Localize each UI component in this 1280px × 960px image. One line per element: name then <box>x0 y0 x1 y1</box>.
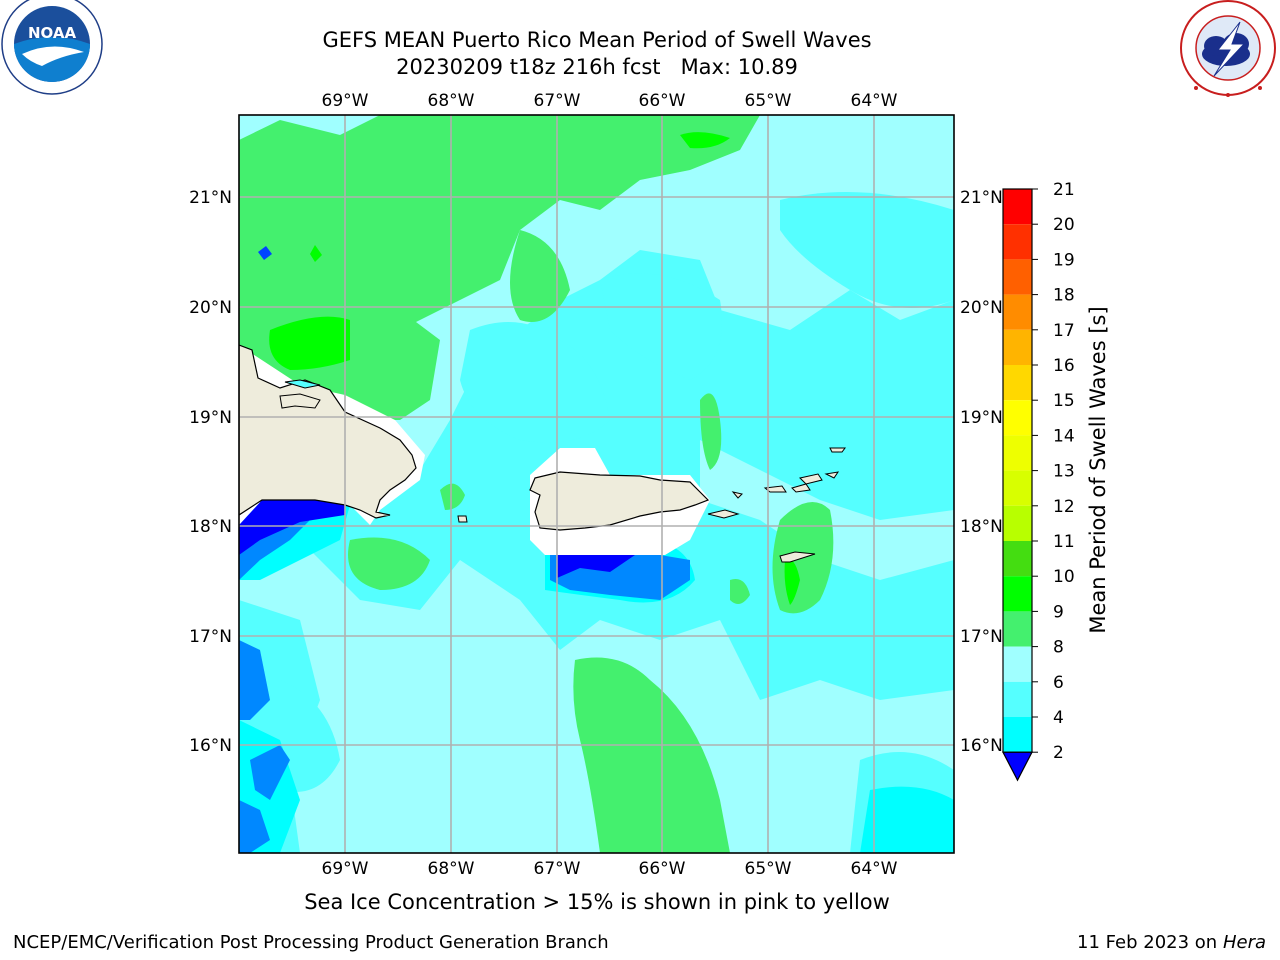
colorbar-segment <box>1003 294 1032 330</box>
lon-tick-top: 65°W <box>745 91 792 111</box>
lat-tick-right: 20°N <box>960 298 1003 318</box>
colorbar-tick-label: 19 <box>1053 250 1075 270</box>
colorbar-tick-label: 9 <box>1053 602 1064 622</box>
colorbar-segment <box>1003 259 1032 295</box>
colorbar-segment <box>1003 576 1032 612</box>
lon-tick-top: 68°W <box>428 91 475 111</box>
chart-subtitle: 20230209 t18z 216h fcst Max: 10.89 <box>396 55 798 79</box>
colorbar-label: Mean Period of Swell Waves [s] <box>1086 306 1110 634</box>
lon-tick-top: 64°W <box>851 91 898 111</box>
colorbar-tick-label: 16 <box>1053 356 1075 376</box>
noaa-logo: NOAA <box>1 0 103 95</box>
colorbar-segment <box>1003 646 1032 682</box>
colorbar-tick-label: 21 <box>1053 180 1075 200</box>
lat-tick-right: 19°N <box>960 408 1003 428</box>
chart-title: GEFS MEAN Puerto Rico Mean Period of Swe… <box>322 28 872 52</box>
colorbar-tick-label: 8 <box>1053 638 1064 658</box>
lat-tick-right: 16°N <box>960 736 1003 756</box>
colorbar-segment <box>1003 189 1032 225</box>
colorbar-tick-label: 12 <box>1053 497 1075 517</box>
colorbar-segment <box>1003 224 1032 260</box>
graticule <box>239 115 954 853</box>
colorbar-tick-label: 4 <box>1053 708 1064 728</box>
lat-tick-left: 18°N <box>189 517 232 537</box>
colorbar-tick-label: 17 <box>1053 321 1075 341</box>
colorbar-segment <box>1003 329 1032 365</box>
colorbar-tick-label: 14 <box>1053 426 1075 446</box>
swell-period-field <box>239 115 954 853</box>
colorbar-segment <box>1003 435 1032 471</box>
lat-tick-left: 21°N <box>189 188 232 208</box>
lon-tick-bottom: 64°W <box>851 859 898 879</box>
colorbar-tick-label: 15 <box>1053 391 1075 411</box>
colorbar-segment <box>1003 505 1032 541</box>
lon-tick-top: 69°W <box>322 91 369 111</box>
lon-tick-bottom: 66°W <box>639 859 686 879</box>
colorbar-segment <box>1003 365 1032 401</box>
footer-host: Hera <box>1222 932 1266 953</box>
colorbar: 21 20 19 18 17 16 15 14 13 12 11 10 9 8 6 4 2 <box>1002 180 1075 782</box>
lat-tick-left: 16°N <box>189 736 232 756</box>
nws-logo <box>1180 0 1276 97</box>
colorbar-segment <box>1003 470 1032 506</box>
footer-credit: NCEP/EMC/Verification Post Processing Pr… <box>13 932 609 953</box>
colorbar-tick-label: 6 <box>1053 673 1064 693</box>
lon-tick-bottom: 65°W <box>745 859 792 879</box>
lon-tick-bottom: 68°W <box>428 859 475 879</box>
noaa-logo-text: NOAA <box>28 24 77 42</box>
colorbar-tick-label: 11 <box>1053 532 1075 552</box>
colorbar-segment <box>1003 611 1032 647</box>
colorbar-segment <box>1003 400 1032 436</box>
colorbar-segment <box>1003 717 1032 753</box>
footer-date: 11 Feb 2023 on Hera <box>1077 932 1266 953</box>
lon-tick-bottom: 69°W <box>322 859 369 879</box>
lat-tick-left: 17°N <box>189 627 232 647</box>
colorbar-extend-arrow <box>1002 751 1033 782</box>
colorbar-tick-label: 2 <box>1053 743 1064 763</box>
colorbar-tick-label: 13 <box>1053 462 1075 482</box>
lat-tick-right: 18°N <box>960 517 1003 537</box>
lat-tick-right: 17°N <box>960 627 1003 647</box>
lat-tick-left: 20°N <box>189 298 232 318</box>
colorbar-tick-label: 10 <box>1053 567 1075 587</box>
lon-tick-top: 67°W <box>534 91 581 111</box>
lon-tick-top: 66°W <box>639 91 686 111</box>
colorbar-tick-label: 20 <box>1053 215 1075 235</box>
lat-tick-right: 21°N <box>960 188 1003 208</box>
footer-date-text: 11 Feb 2023 on <box>1077 932 1218 953</box>
sea-ice-note: Sea Ice Concentration > 15% is shown in … <box>304 890 890 914</box>
lat-tick-left: 19°N <box>189 408 232 428</box>
colorbar-segment <box>1003 541 1032 577</box>
colorbar-tick-label: 18 <box>1053 286 1075 306</box>
lon-tick-bottom: 67°W <box>534 859 581 879</box>
map-frame <box>238 114 955 854</box>
colorbar-segment <box>1003 681 1032 717</box>
